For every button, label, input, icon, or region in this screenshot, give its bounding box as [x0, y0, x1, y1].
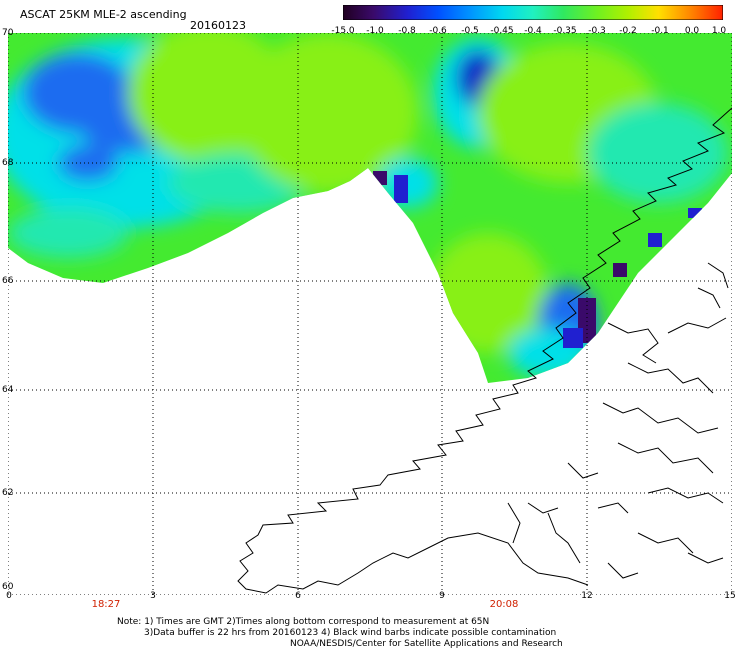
footer-note-2: 3)Data buffer is 22 hrs from 20160123 4)…: [144, 628, 557, 638]
time-label: 18:27: [91, 599, 121, 610]
lon-label: 9: [439, 591, 445, 601]
product-title: ASCAT 25KM MLE-2 ascending: [20, 8, 187, 21]
scale-label: -0.3: [588, 26, 606, 36]
scale-label: -15.0: [331, 26, 355, 36]
lat-label: 70: [2, 28, 14, 38]
footer-note-1: Note: 1) Times are GMT 2)Times along bot…: [117, 617, 490, 627]
lon-label: 0: [6, 591, 12, 601]
product-date: 20160123: [190, 19, 246, 32]
lon-label: 6: [295, 591, 301, 601]
lat-label: 60: [2, 582, 14, 592]
time-label: 20:08: [489, 599, 519, 610]
scale-label: -0.6: [429, 26, 447, 36]
scale-label: -0.4: [524, 26, 542, 36]
scale-label: 1.0: [711, 26, 727, 36]
scale-label: 0.0: [684, 26, 700, 36]
scale-label: -1.0: [366, 26, 384, 36]
lon-label: 3: [150, 591, 156, 601]
lon-label: 12: [581, 591, 593, 601]
wind-map: [8, 33, 732, 595]
scale-label: -0.35: [553, 26, 577, 36]
scale-label: -0.8: [398, 26, 416, 36]
lat-label: 64: [2, 385, 14, 395]
scale-label: -0.1: [651, 26, 669, 36]
footer-note-3: NOAA/NESDIS/Center for Satellite Applica…: [290, 639, 563, 649]
lat-label: 62: [2, 488, 14, 498]
color-scale-bar: [343, 5, 723, 20]
lat-label: 66: [2, 276, 14, 286]
wind-data-swath: [8, 33, 732, 383]
scale-label: -0.2: [619, 26, 637, 36]
scale-label: -0.5: [461, 26, 479, 36]
lat-label: 68: [2, 158, 14, 168]
lat-lon-grid: [8, 33, 732, 595]
lon-label: 15: [724, 591, 736, 601]
scale-label: -0.45: [490, 26, 514, 36]
